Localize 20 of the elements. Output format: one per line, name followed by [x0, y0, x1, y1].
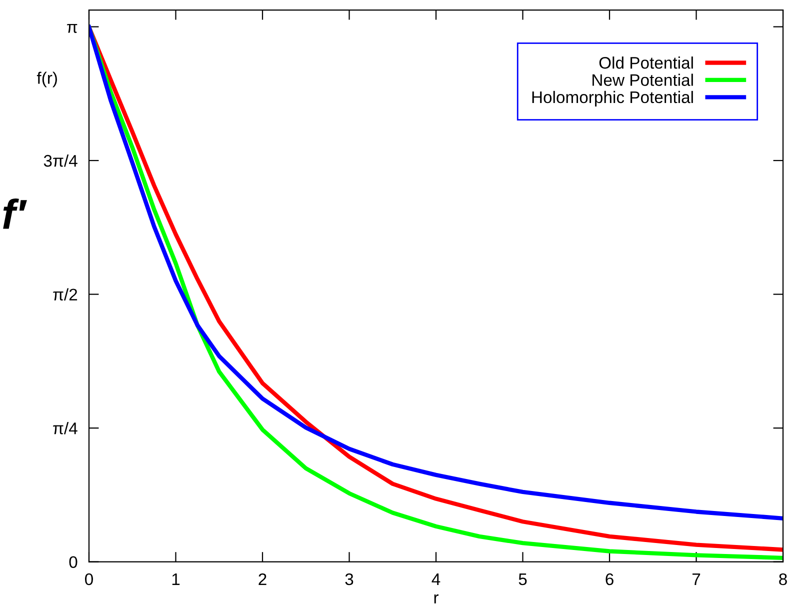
y-tick-label: 3π/4	[44, 154, 78, 167]
y-tick-label: π/4	[53, 422, 78, 434]
x-tick-label: 7	[692, 574, 700, 585]
x-tick-label: 4	[432, 574, 440, 585]
x-tick-label: 6	[606, 573, 614, 586]
y-tick-label: 0	[69, 556, 78, 568]
x-axis-title: r	[434, 594, 439, 604]
text: f′	[3, 198, 27, 229]
legend-label: Holomorphic Potential	[532, 90, 693, 106]
x-tick-label: 3	[345, 573, 354, 586]
legend-label: Old Potential	[599, 56, 693, 69]
y-tick-label: π/2	[53, 288, 78, 300]
x-tick-label: 2	[258, 573, 266, 585]
y-tick-label: π	[67, 24, 78, 33]
x-tick-label: 5	[518, 574, 527, 586]
x-tick-label: 8	[779, 573, 787, 586]
y-axis-title: f(r)	[36, 72, 57, 88]
x-tick-label: 0	[85, 573, 93, 586]
x-tick-label: 1	[172, 574, 180, 585]
legend-label: New Potential	[592, 74, 693, 86]
